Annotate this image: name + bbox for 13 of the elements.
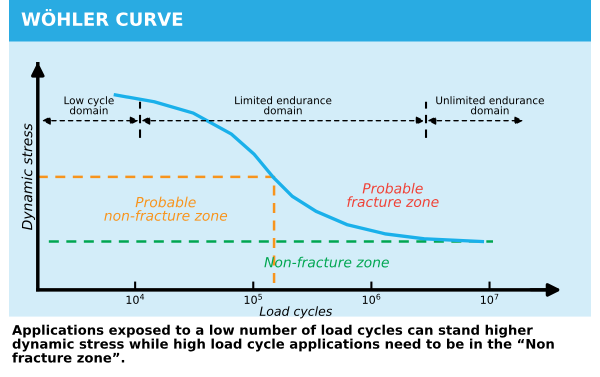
y-axis-title: Dynamic stress — [22, 124, 36, 230]
x-tick-label: 10$^{7}$ — [480, 294, 498, 304]
x-tick-label: 10$^{6}$ — [362, 294, 380, 304]
x-tick-label: 10$^{4}$ — [126, 294, 144, 304]
chart-title: WÖHLER CURVE — [22, 9, 182, 26]
annotation: Probable fracture zone — [347, 182, 439, 208]
x-axis-title: Load cycles — [260, 306, 332, 318]
text: Applications exposed to a low number of load cycles can stand higher dynamic stress while high load cycle applications need to be in the “Non fracture zone”. — [12, 324, 554, 363]
x-tick-label: 10$^{5}$ — [244, 294, 262, 304]
annotation: Unlimited endurance domain — [436, 96, 544, 114]
annotation: Probable non-fracture zone — [104, 196, 228, 221]
annotation: Limited endurance domain — [235, 96, 332, 114]
annotation: Low cycle domain — [64, 96, 114, 114]
